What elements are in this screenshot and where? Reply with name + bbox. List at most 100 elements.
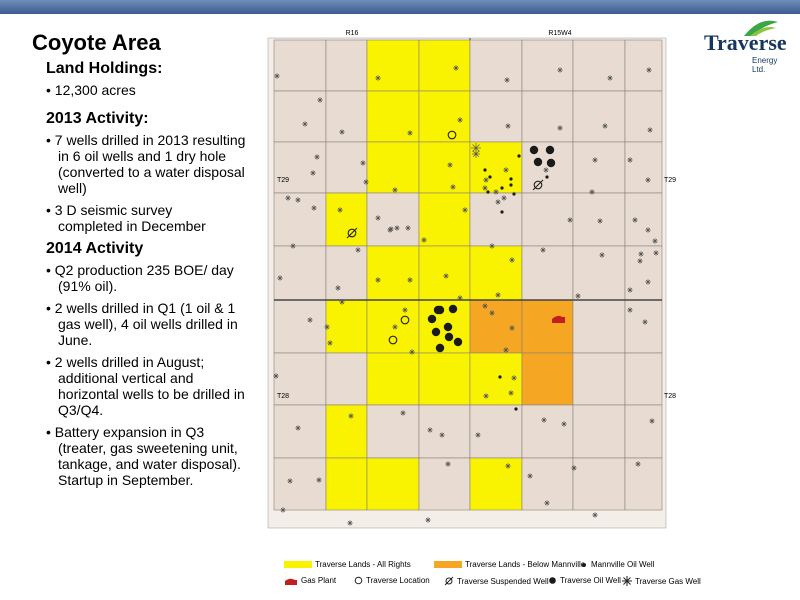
gas-core [304,123,306,125]
gas-core [485,179,487,181]
gas-core [447,463,449,465]
legend-mannville-oil: Mannville Oil Well [580,560,654,569]
gas-well-icon [653,250,659,256]
suspended-slash [346,227,358,239]
gas-well-icon [509,325,515,331]
gas-core [282,509,284,511]
gas-well-icon [602,123,608,129]
gas-core [639,260,641,262]
gas-core [649,129,651,131]
gas-well-icon [311,205,317,211]
section-cell [572,352,626,406]
oil-well-icon [427,314,437,324]
legend-oil: Traverse Oil Well [548,576,621,585]
gas-core [287,197,289,199]
gas-well-icon [627,307,633,313]
section-cell [572,245,626,301]
gas-core [404,309,406,311]
gas-core [394,326,396,328]
oil-well-icon [549,577,556,584]
gas-well-icon [475,432,481,438]
gas-well-icon [483,177,489,183]
section-cell [418,404,471,459]
section-cell [418,352,471,406]
gas-well-icon [402,307,408,313]
gas-well-icon [409,349,415,355]
gas-core [647,179,649,181]
gas-well-icon [597,218,603,224]
gas-core [510,392,512,394]
gas-well-icon [453,65,459,71]
section-cell [273,404,327,459]
gas-core [289,480,291,482]
land-map: R16 R15W4 T29 T29 T28 T28 [267,30,676,529]
gas-well-icon [527,473,533,479]
gas-core [377,279,379,281]
oil-well-icon [545,145,555,155]
gas-well-icon [483,393,489,399]
gas-core [559,127,561,129]
gas-well-icon [652,238,658,244]
logo-subtitle: Energy Ltd. [752,56,778,74]
gas-well-icon [504,77,510,83]
range-label-r15w4: R15W4 [548,30,571,37]
bullet-2014-production: • Q2 production 235 BOE/ day (91% oil). [46,262,234,294]
section-cell [469,245,523,301]
gas-core [390,228,392,230]
section-cell [624,352,663,406]
township-label-t29-right: T29 [664,177,676,184]
bullet-2013-seismic: • 3 D seismic survey completed in Decemb… [46,202,206,234]
gas-well-icon [439,432,445,438]
map-legend: Traverse Lands - All Rights Traverse Lan… [284,560,704,596]
section-cell [624,192,663,247]
gas-well-icon [638,251,644,257]
section-cell [572,457,626,511]
section-cell [325,299,368,354]
gas-core [326,326,328,328]
suspended-well-icon [444,576,454,586]
gas-core [377,217,379,219]
gas-well-icon [405,225,411,231]
gas-well-icon [557,125,563,131]
gas-well-icon [394,225,400,231]
section-cell [325,457,368,511]
gas-well-icon [635,461,641,467]
gas-well-icon [285,195,291,201]
gas-core [599,220,601,222]
gas-core [529,475,531,477]
gas-well-icon [505,123,511,129]
section-cell [418,245,471,301]
heading-2014: 2014 Activity [46,240,144,257]
gas-core [445,275,447,277]
gas-core [449,164,451,166]
gas-core [507,465,509,467]
gas-core [318,479,320,481]
gas-core [629,289,631,291]
section-cell [572,90,626,143]
gas-core [495,191,497,193]
gas-well-icon [472,150,480,158]
gas-well-icon [280,507,286,513]
gas-core [357,249,359,251]
gas-core [604,125,606,127]
gas-core [464,209,466,211]
section-cell [366,404,420,459]
section-cell [521,299,574,354]
gas-core [594,159,596,161]
bullet-acres: • 12,300 acres [46,82,136,98]
section-cell [325,141,368,194]
gas-core [409,132,411,134]
gas-well-icon [314,154,320,160]
gas-well-icon [561,421,567,427]
leaf-icon [744,20,778,36]
gas-core [459,119,461,121]
gas-well-icon [627,157,633,163]
oil-well-icon [529,145,539,155]
section-cell [624,299,663,354]
oil-well-icon [546,158,556,168]
gas-well-icon [503,167,509,173]
gas-core [484,187,486,189]
section-cell [366,352,420,406]
section-cell [521,457,574,511]
legend-below-mannville: Traverse Lands - Below Mannville [434,560,585,569]
